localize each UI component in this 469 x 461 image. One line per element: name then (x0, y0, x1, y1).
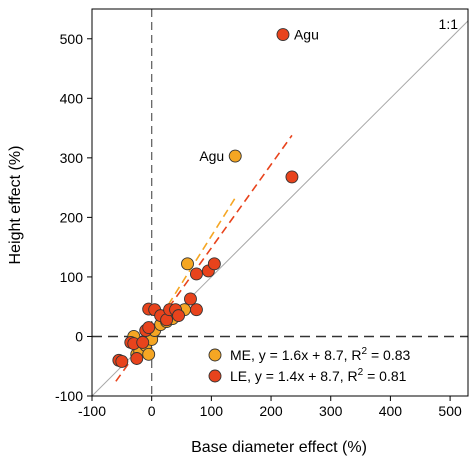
plot-frame (91, 8, 469, 397)
y-axis-title: Height effect (%) (7, 146, 24, 265)
point-annotation: Agu (294, 27, 319, 43)
data-point-me (228, 149, 242, 163)
data-point-le (115, 355, 129, 368)
x-tick-label: 500 (438, 403, 462, 419)
plot-layer: Agu Agu 1:1 (92, 9, 468, 396)
y-tick-label: 200 (60, 209, 84, 225)
data-point-le (276, 28, 290, 42)
legend-marker-me (208, 348, 222, 362)
data-point-le (172, 309, 185, 323)
data-point-le (207, 257, 221, 271)
y-tick-label: -100 (55, 388, 83, 404)
x-tick-label: -100 (78, 403, 106, 419)
x-tick-label: 100 (200, 403, 224, 419)
y-tick-label: 400 (60, 90, 84, 106)
legend-label-me: ME, y = 1.6x + 8.7, R2 = 0.83 (230, 346, 410, 363)
legend: ME, y = 1.6x + 8.7, R2 = 0.83 LE, y = 1.4… (208, 346, 410, 384)
data-point-le (285, 170, 299, 184)
point-annotation: Agu (199, 148, 224, 164)
data-point-me (181, 257, 194, 271)
x-axis-title: Base diameter effect (%) (191, 439, 367, 456)
data-point-me (142, 347, 156, 361)
y-tick-label: 100 (60, 269, 84, 285)
y-tick-label: 0 (75, 328, 83, 344)
data-point-le (189, 267, 203, 281)
one-to-one-label: 1:1 (439, 16, 459, 32)
y-tick-label: 500 (60, 31, 84, 47)
data-point-le (189, 303, 203, 317)
axis-layer: -100 0 100 200 300 400 500 -100 0 100 200 300 400 500 (55, 8, 469, 419)
data-point-le (184, 292, 197, 306)
legend-marker-le (208, 369, 222, 383)
y-tick-label: 300 (60, 150, 84, 166)
plot-inner (92, 9, 468, 396)
legend-label-le: LE, y = 1.4x + 8.7, R2 = 0.81 (230, 367, 407, 384)
fit-line-le (115, 134, 293, 382)
data-point-le (142, 321, 156, 334)
x-tick-label: 0 (148, 403, 156, 419)
data-point-le (136, 335, 150, 349)
data-point-le (130, 352, 144, 365)
x-tick-label: 200 (259, 403, 283, 419)
x-tick-label: 300 (319, 403, 343, 419)
x-tick-label: 400 (379, 403, 403, 419)
